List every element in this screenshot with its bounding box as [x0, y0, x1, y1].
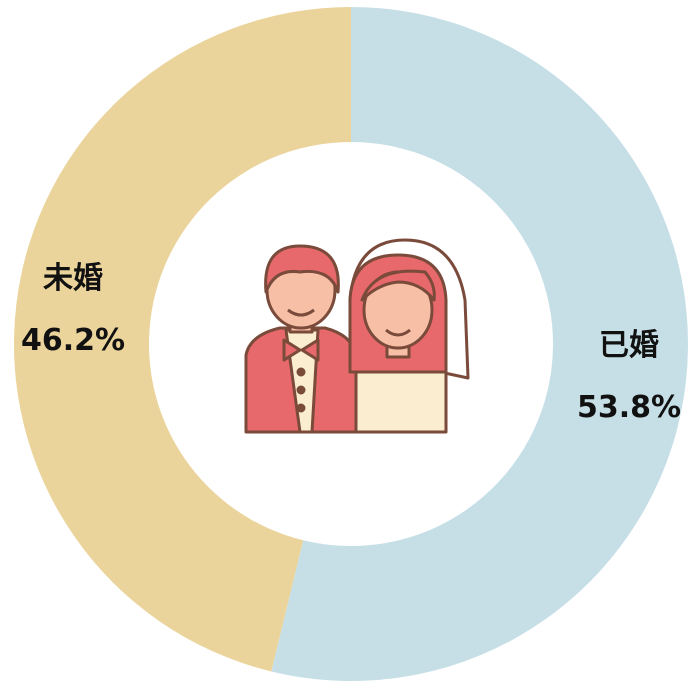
- couple-icon: [244, 238, 470, 434]
- donut: [14, 7, 689, 681]
- value-label: 46.2%: [21, 323, 125, 358]
- donut-segment: [271, 7, 689, 681]
- value-label: 53.8%: [577, 390, 681, 425]
- category-label: 已婚: [599, 328, 659, 363]
- category-label: 未婚: [43, 261, 103, 296]
- donut-segment: [14, 7, 351, 672]
